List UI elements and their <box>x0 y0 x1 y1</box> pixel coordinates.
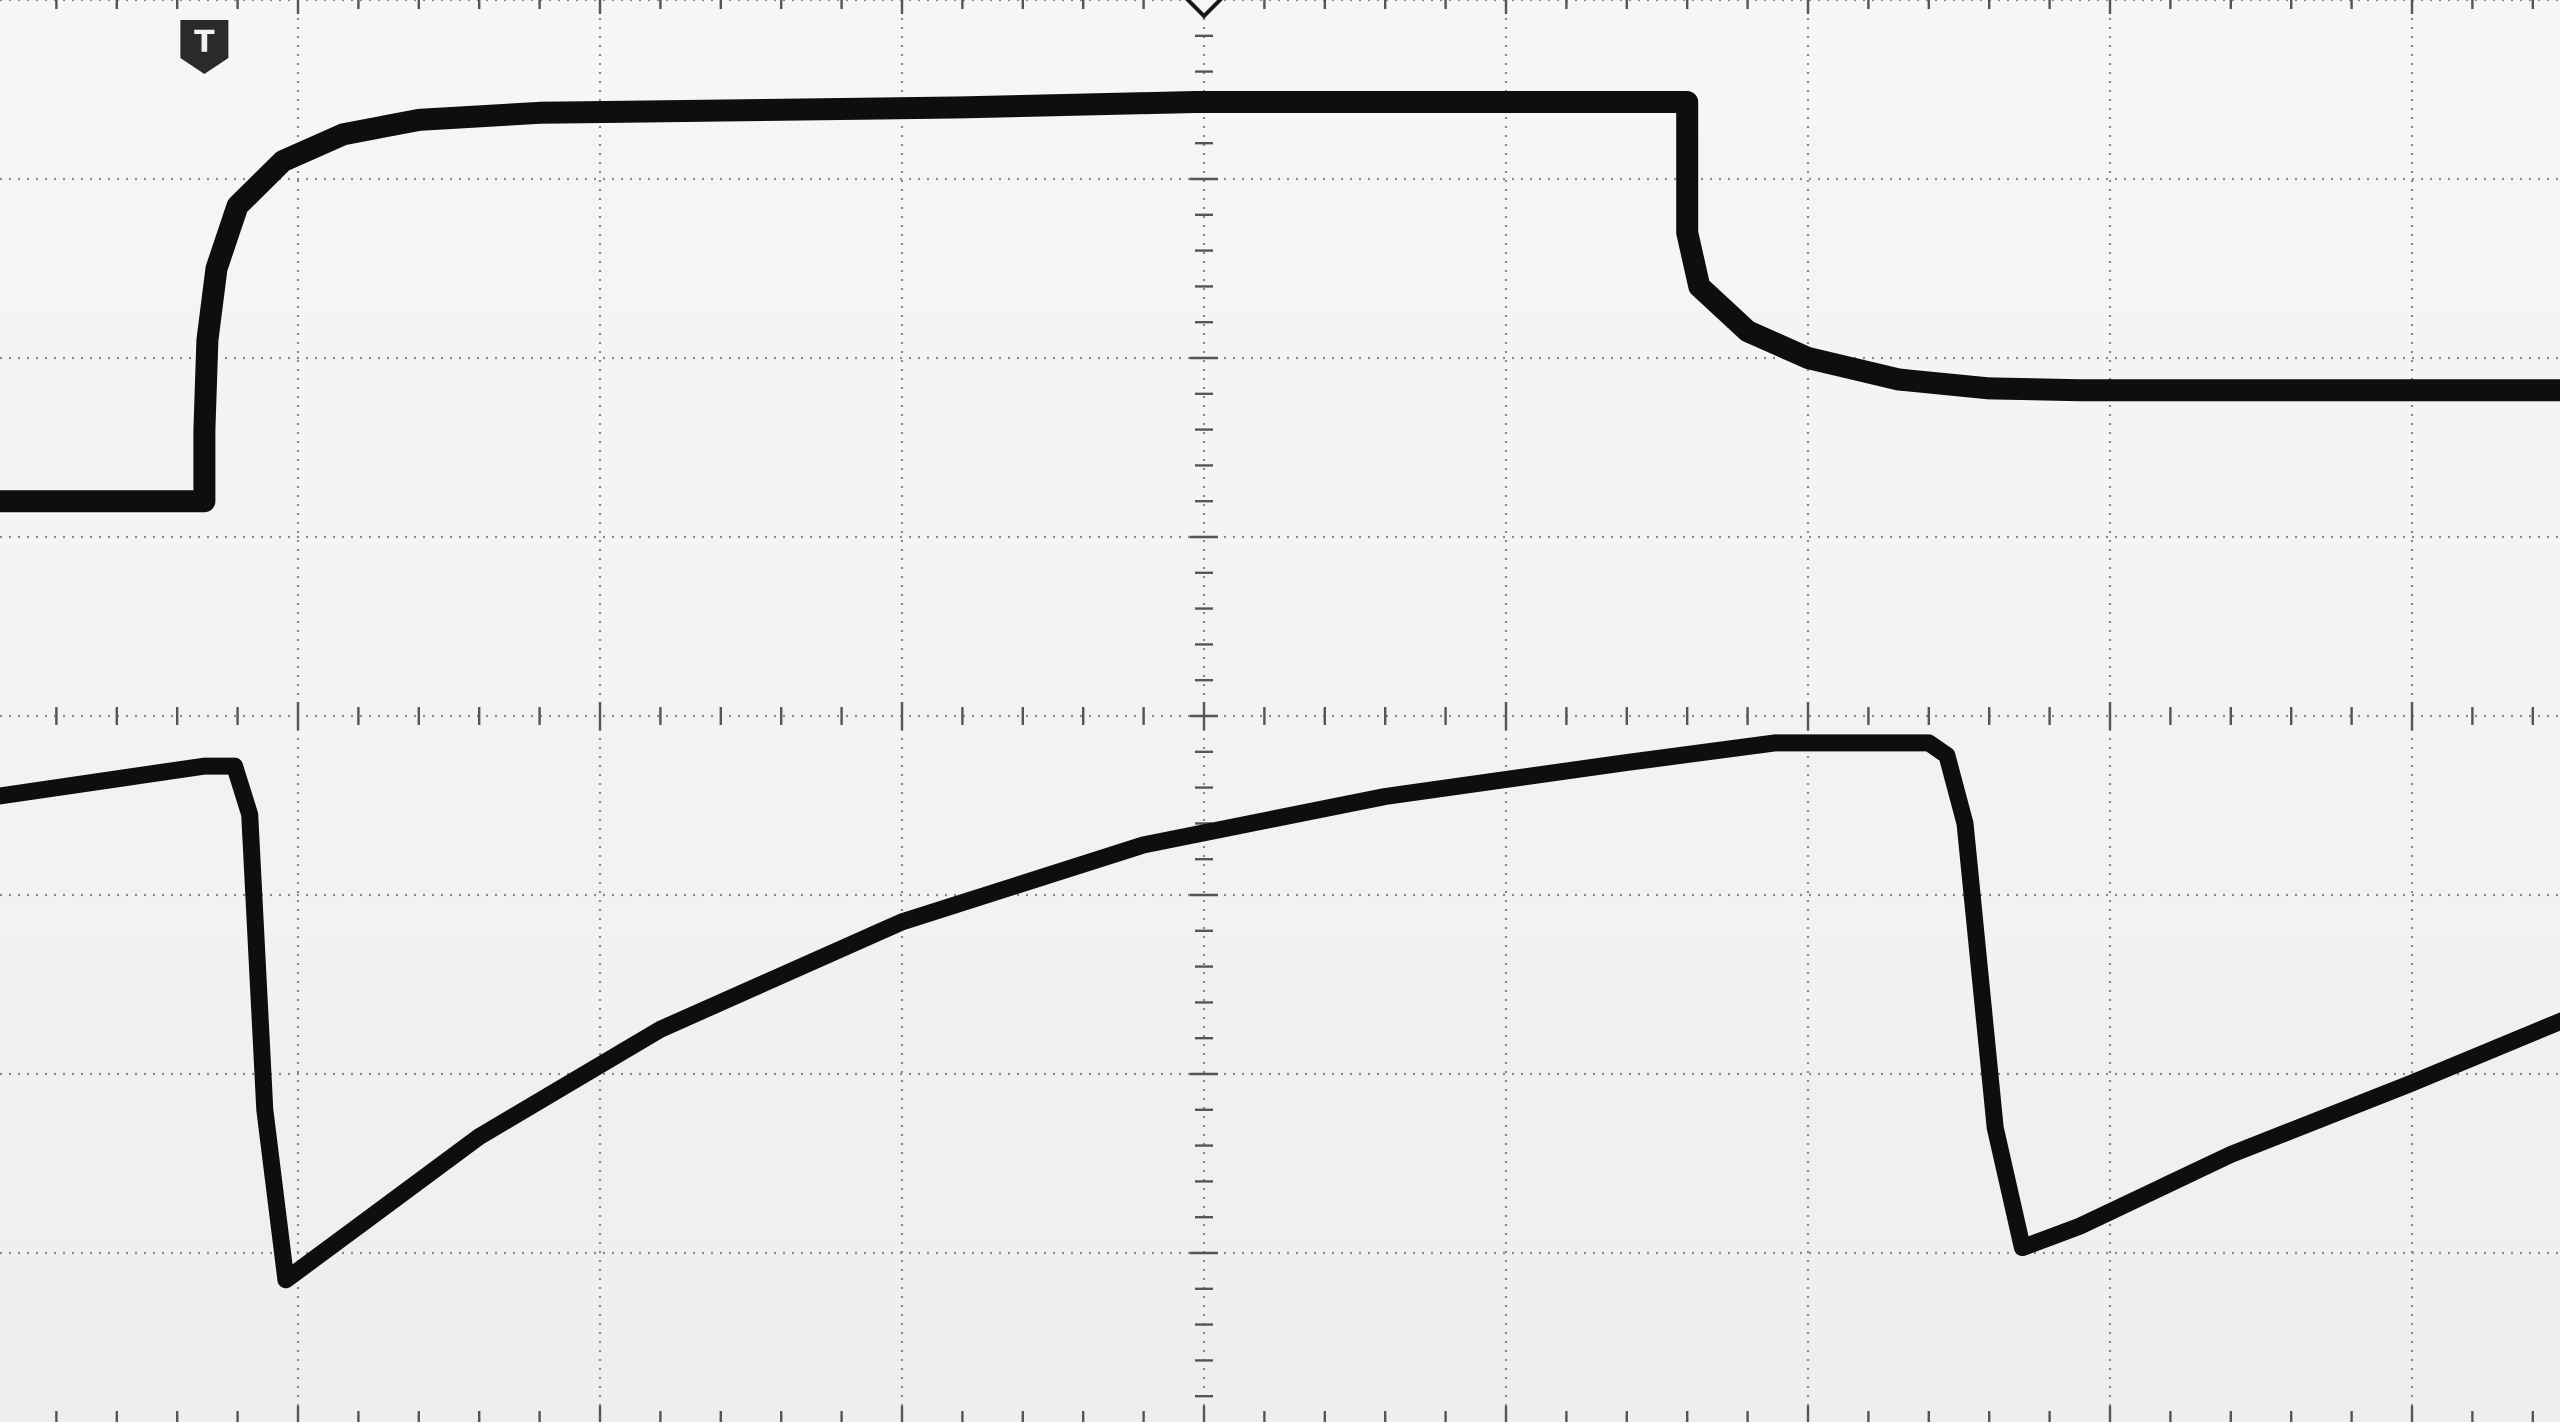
trace-channel-1-square-wave <box>0 91 2560 513</box>
trigger-marker-icon: T <box>180 20 229 74</box>
trace-layer <box>0 91 2560 1289</box>
time-reference-diamond-icon <box>1185 0 1223 19</box>
marker-layer: T <box>180 0 1223 74</box>
trace-channel-2-response <box>0 734 2560 1289</box>
graticule-ticks <box>55 0 2535 1422</box>
trigger-marker-label: T <box>194 25 215 60</box>
